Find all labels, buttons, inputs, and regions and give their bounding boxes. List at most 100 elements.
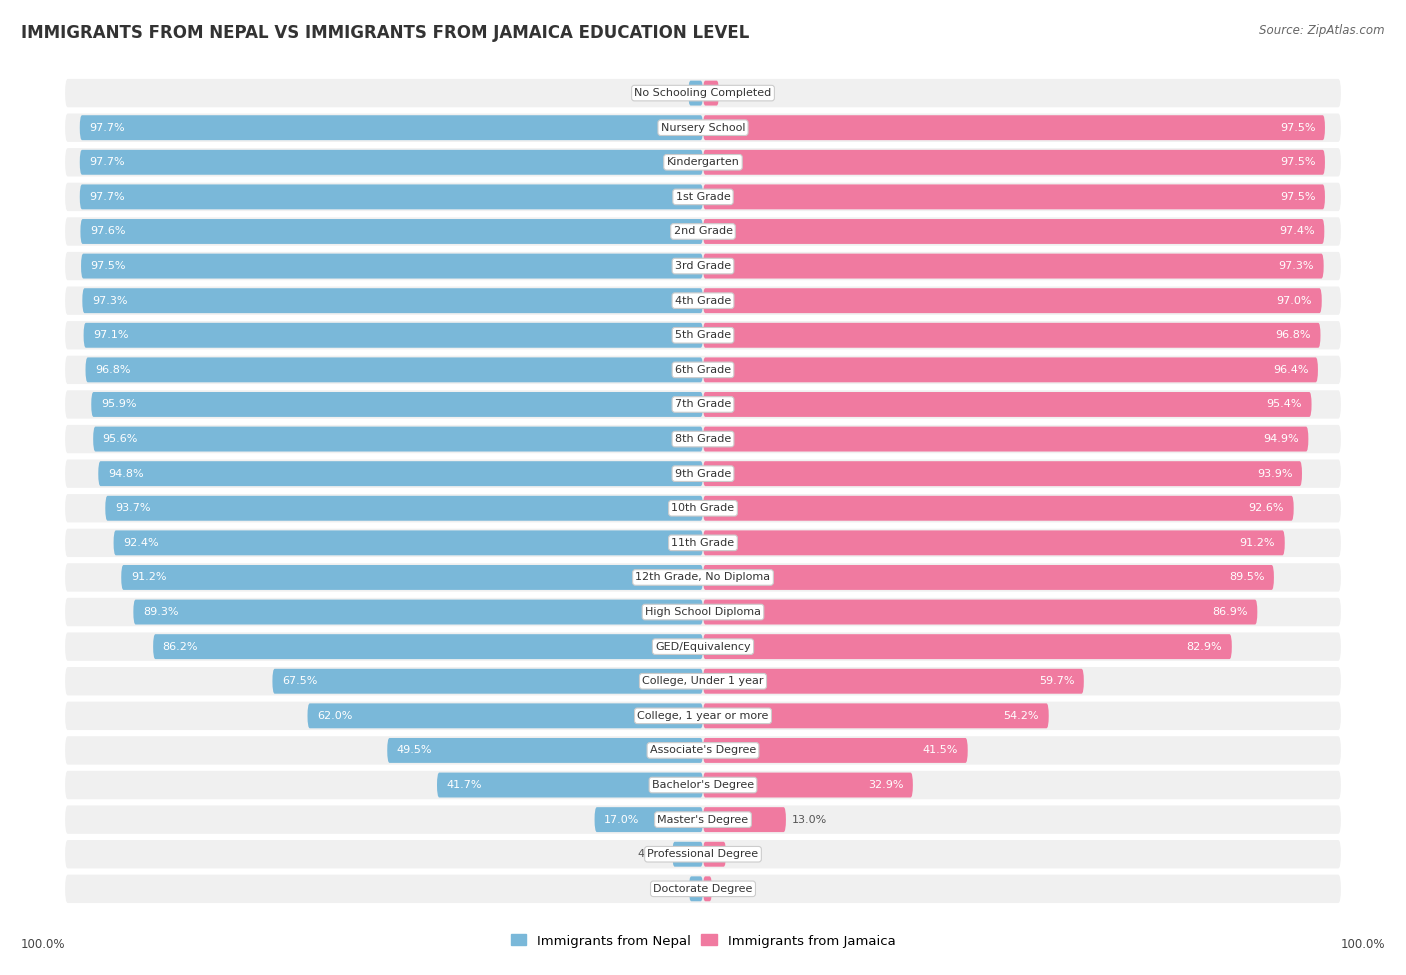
- FancyBboxPatch shape: [703, 427, 1309, 451]
- Text: Kindergarten: Kindergarten: [666, 157, 740, 168]
- Text: 41.7%: 41.7%: [447, 780, 482, 790]
- FancyBboxPatch shape: [134, 600, 703, 625]
- Text: 82.9%: 82.9%: [1187, 642, 1222, 651]
- FancyBboxPatch shape: [65, 702, 1341, 730]
- Text: 5th Grade: 5th Grade: [675, 331, 731, 340]
- FancyBboxPatch shape: [703, 669, 1084, 693]
- Text: 1.4%: 1.4%: [718, 883, 747, 894]
- Text: College, 1 year or more: College, 1 year or more: [637, 711, 769, 721]
- Text: 4th Grade: 4th Grade: [675, 295, 731, 306]
- FancyBboxPatch shape: [80, 115, 703, 140]
- Text: 97.7%: 97.7%: [90, 157, 125, 168]
- Text: 2.5%: 2.5%: [725, 88, 754, 98]
- Text: 95.6%: 95.6%: [103, 434, 138, 444]
- Text: 9th Grade: 9th Grade: [675, 469, 731, 479]
- Text: College, Under 1 year: College, Under 1 year: [643, 677, 763, 686]
- Text: 89.5%: 89.5%: [1229, 572, 1264, 582]
- Text: 91.2%: 91.2%: [1240, 538, 1275, 548]
- Text: 1st Grade: 1st Grade: [676, 192, 730, 202]
- Text: 8th Grade: 8th Grade: [675, 434, 731, 444]
- Text: 59.7%: 59.7%: [1039, 677, 1074, 686]
- Text: Source: ZipAtlas.com: Source: ZipAtlas.com: [1260, 24, 1385, 37]
- FancyBboxPatch shape: [703, 841, 725, 867]
- Text: Doctorate Degree: Doctorate Degree: [654, 883, 752, 894]
- Text: 94.8%: 94.8%: [108, 469, 143, 479]
- FancyBboxPatch shape: [703, 703, 1049, 728]
- FancyBboxPatch shape: [595, 807, 703, 832]
- FancyBboxPatch shape: [65, 356, 1341, 384]
- FancyBboxPatch shape: [703, 496, 1294, 521]
- Text: 93.7%: 93.7%: [115, 503, 150, 513]
- FancyBboxPatch shape: [98, 461, 703, 487]
- Text: 97.7%: 97.7%: [90, 192, 125, 202]
- FancyBboxPatch shape: [703, 289, 1322, 313]
- FancyBboxPatch shape: [65, 148, 1341, 176]
- FancyBboxPatch shape: [65, 840, 1341, 869]
- FancyBboxPatch shape: [65, 113, 1341, 142]
- Text: GED/Equivalency: GED/Equivalency: [655, 642, 751, 651]
- FancyBboxPatch shape: [65, 217, 1341, 246]
- Text: 95.9%: 95.9%: [101, 400, 136, 410]
- Text: Bachelor's Degree: Bachelor's Degree: [652, 780, 754, 790]
- FancyBboxPatch shape: [65, 182, 1341, 211]
- FancyBboxPatch shape: [703, 461, 1302, 487]
- Text: 97.7%: 97.7%: [90, 123, 125, 133]
- FancyBboxPatch shape: [65, 425, 1341, 453]
- Text: 89.3%: 89.3%: [143, 607, 179, 617]
- Text: 91.2%: 91.2%: [131, 572, 166, 582]
- FancyBboxPatch shape: [308, 703, 703, 728]
- Text: High School Diploma: High School Diploma: [645, 607, 761, 617]
- Text: 97.5%: 97.5%: [1279, 123, 1316, 133]
- FancyBboxPatch shape: [65, 459, 1341, 488]
- FancyBboxPatch shape: [93, 427, 703, 451]
- Text: 3rd Grade: 3rd Grade: [675, 261, 731, 271]
- FancyBboxPatch shape: [273, 669, 703, 693]
- Text: 92.4%: 92.4%: [124, 538, 159, 548]
- Text: Associate's Degree: Associate's Degree: [650, 746, 756, 756]
- Text: Master's Degree: Master's Degree: [658, 815, 748, 825]
- FancyBboxPatch shape: [703, 772, 912, 798]
- FancyBboxPatch shape: [65, 805, 1341, 834]
- Text: 17.0%: 17.0%: [605, 815, 640, 825]
- Text: 97.5%: 97.5%: [1279, 192, 1316, 202]
- FancyBboxPatch shape: [65, 390, 1341, 418]
- Text: 86.2%: 86.2%: [163, 642, 198, 651]
- Text: 49.5%: 49.5%: [396, 746, 432, 756]
- Text: 96.8%: 96.8%: [1275, 331, 1310, 340]
- Text: 96.4%: 96.4%: [1272, 365, 1309, 374]
- FancyBboxPatch shape: [703, 392, 1312, 417]
- FancyBboxPatch shape: [689, 81, 703, 105]
- FancyBboxPatch shape: [703, 219, 1324, 244]
- FancyBboxPatch shape: [83, 289, 703, 313]
- FancyBboxPatch shape: [65, 287, 1341, 315]
- FancyBboxPatch shape: [703, 254, 1323, 279]
- Text: 12th Grade, No Diploma: 12th Grade, No Diploma: [636, 572, 770, 582]
- Text: 41.5%: 41.5%: [922, 746, 957, 756]
- FancyBboxPatch shape: [105, 496, 703, 521]
- Text: 95.4%: 95.4%: [1267, 400, 1302, 410]
- Text: 54.2%: 54.2%: [1004, 711, 1039, 721]
- FancyBboxPatch shape: [703, 634, 1232, 659]
- FancyBboxPatch shape: [83, 323, 703, 348]
- FancyBboxPatch shape: [387, 738, 703, 762]
- FancyBboxPatch shape: [65, 528, 1341, 557]
- FancyBboxPatch shape: [65, 736, 1341, 764]
- Text: 97.5%: 97.5%: [1279, 157, 1316, 168]
- Text: 97.3%: 97.3%: [1278, 261, 1315, 271]
- FancyBboxPatch shape: [703, 184, 1324, 210]
- Text: 10th Grade: 10th Grade: [672, 503, 734, 513]
- FancyBboxPatch shape: [91, 392, 703, 417]
- FancyBboxPatch shape: [703, 115, 1324, 140]
- FancyBboxPatch shape: [672, 841, 703, 867]
- Text: 97.5%: 97.5%: [90, 261, 127, 271]
- Text: 11th Grade: 11th Grade: [672, 538, 734, 548]
- Text: 7th Grade: 7th Grade: [675, 400, 731, 410]
- FancyBboxPatch shape: [65, 564, 1341, 592]
- Text: 4.8%: 4.8%: [637, 849, 666, 859]
- Text: No Schooling Completed: No Schooling Completed: [634, 88, 772, 98]
- FancyBboxPatch shape: [65, 771, 1341, 799]
- Text: 92.6%: 92.6%: [1249, 503, 1284, 513]
- FancyBboxPatch shape: [65, 252, 1341, 280]
- FancyBboxPatch shape: [65, 633, 1341, 661]
- Text: 32.9%: 32.9%: [868, 780, 903, 790]
